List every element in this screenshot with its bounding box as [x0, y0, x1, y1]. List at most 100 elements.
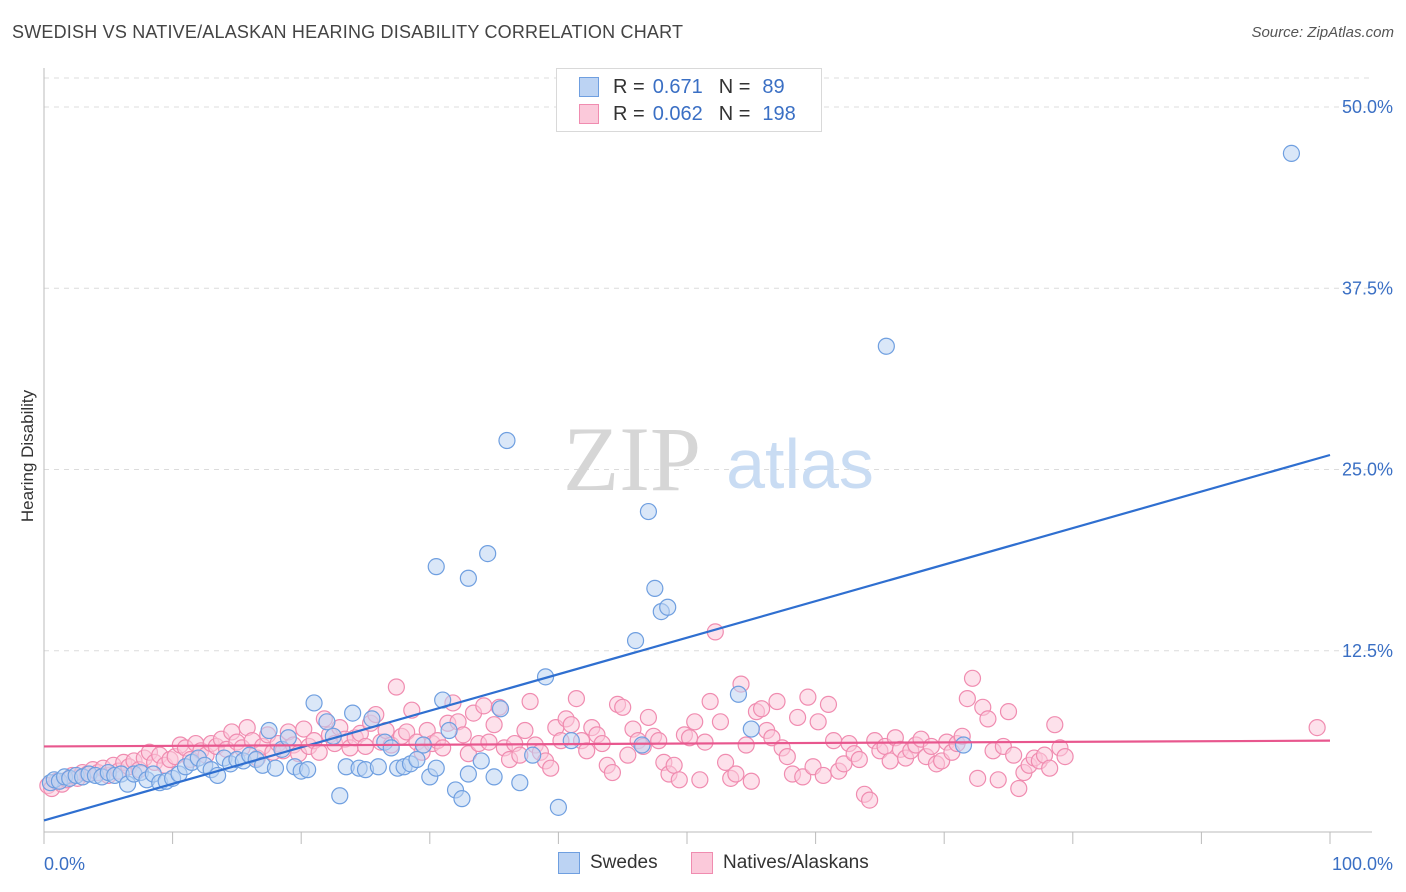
point-natives [562, 716, 580, 734]
trend-lines [43, 453, 1331, 822]
point-swedes [633, 736, 651, 754]
point-swedes [331, 787, 349, 805]
stats-row-swedes: R = 0.671 N = 89 [579, 74, 785, 100]
point-natives [696, 733, 714, 751]
point-natives [542, 759, 560, 777]
axes [43, 68, 1372, 844]
point-swedes [279, 729, 297, 747]
point-natives [999, 703, 1018, 721]
swatch-swedes [579, 77, 599, 97]
trend-line-natives [43, 739, 1331, 748]
point-natives [639, 708, 658, 727]
legend-item-natives[interactable]: Natives/Alaskans [691, 852, 869, 874]
point-swedes [318, 713, 336, 731]
point-swedes [440, 721, 458, 740]
point-natives [819, 695, 838, 714]
point-swedes [1282, 144, 1301, 162]
point-swedes [369, 758, 387, 776]
point-natives [1308, 718, 1326, 737]
point-natives [825, 732, 843, 750]
point-swedes [427, 759, 445, 777]
r-label: R = [613, 102, 645, 125]
point-natives [665, 756, 683, 774]
point-natives [578, 742, 596, 760]
point-natives [480, 733, 498, 751]
point-natives [567, 689, 586, 708]
point-natives [1005, 746, 1023, 764]
point-natives [680, 729, 699, 747]
point-natives [701, 692, 719, 711]
r-label: R = [613, 75, 645, 98]
y-tick-label: 50.0% [1342, 97, 1393, 117]
legend-label-natives: Natives/Alaskans [723, 852, 869, 873]
r-value: 0.671 [652, 75, 703, 98]
legend-label-swedes: Swedes [590, 852, 658, 873]
n-value: 89 [762, 75, 785, 98]
stats-legend: R = 0.671 N = 89 R = 0.062 N = 198 [556, 68, 822, 132]
point-swedes [498, 431, 516, 450]
point-natives [521, 692, 539, 711]
trend-line-swedes [43, 453, 1331, 822]
point-swedes [626, 631, 645, 650]
point-natives [434, 739, 452, 757]
point-natives [485, 716, 503, 734]
grid-lines [44, 77, 1372, 652]
point-swedes [266, 759, 285, 777]
source-label: Source: ZipAtlas.com [1251, 24, 1394, 41]
point-swedes [485, 768, 503, 786]
point-natives [387, 678, 405, 696]
n-value: 198 [762, 102, 796, 125]
point-natives [650, 732, 668, 750]
legend-swatch-natives [691, 852, 713, 874]
point-natives [356, 737, 375, 756]
point-natives [711, 713, 730, 731]
point-swedes [305, 694, 323, 712]
legend-swatch-swedes [558, 852, 580, 874]
y-tick-label: 37.5% [1342, 278, 1393, 298]
point-swedes [491, 700, 510, 718]
point-natives [969, 769, 987, 787]
x-tick-label: 0.0% [44, 854, 85, 874]
series-legend: Swedes Natives/Alaskans [0, 852, 1406, 878]
point-natives [814, 766, 832, 785]
point-natives [958, 689, 976, 708]
point-natives [963, 669, 982, 687]
tick-labels: 12.5% 25.0% 37.5% 50.0% 0.0% 100.0% [44, 97, 1393, 874]
stats-row-natives: R = 0.062 N = 198 [579, 101, 796, 127]
legend-item-swedes[interactable]: Swedes [558, 852, 658, 874]
point-natives [398, 723, 416, 741]
point-swedes [459, 569, 477, 587]
series-natives-points [39, 623, 1326, 809]
point-swedes [260, 721, 278, 740]
y-tick-label: 25.0% [1342, 460, 1393, 480]
point-swedes [729, 685, 748, 703]
point-natives [716, 753, 735, 772]
point-natives [670, 771, 688, 789]
y-tick-label: 12.5% [1342, 641, 1393, 661]
point-natives [809, 713, 827, 731]
point-swedes [646, 579, 664, 598]
point-natives [788, 708, 807, 727]
point-natives [737, 736, 755, 754]
point-natives [691, 771, 709, 789]
point-natives [459, 745, 477, 763]
point-swedes [659, 598, 677, 616]
point-swedes [742, 720, 760, 738]
point-natives [861, 791, 879, 809]
point-swedes [459, 765, 477, 783]
point-natives [1010, 779, 1028, 798]
point-swedes [408, 750, 426, 769]
point-swedes [549, 798, 568, 816]
point-natives [752, 700, 771, 718]
point-natives [778, 747, 796, 766]
point-natives [1046, 716, 1064, 734]
n-label: N = [718, 102, 751, 125]
point-natives [614, 698, 632, 716]
point-natives [850, 750, 868, 769]
point-natives [454, 726, 472, 744]
point-natives [295, 720, 313, 738]
watermark-zip: ZIP [563, 408, 701, 510]
point-swedes [511, 774, 529, 792]
point-natives [794, 768, 812, 786]
point-swedes [479, 544, 497, 563]
